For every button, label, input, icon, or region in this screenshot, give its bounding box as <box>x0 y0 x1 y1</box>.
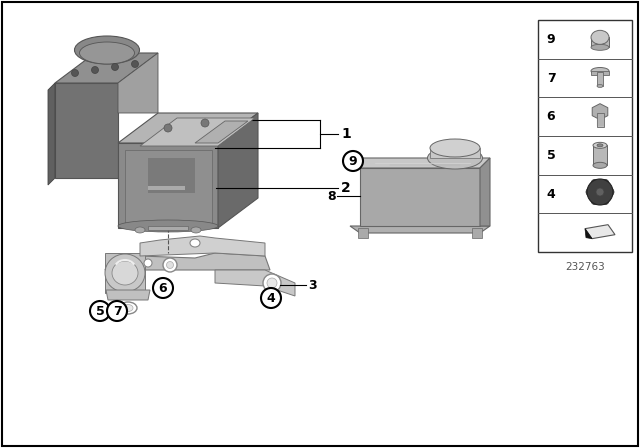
Polygon shape <box>105 253 270 270</box>
Polygon shape <box>106 290 150 300</box>
Ellipse shape <box>118 220 218 232</box>
Ellipse shape <box>105 254 145 292</box>
Circle shape <box>163 258 177 272</box>
Polygon shape <box>125 150 212 223</box>
Polygon shape <box>148 186 185 190</box>
Polygon shape <box>350 158 490 168</box>
Polygon shape <box>350 226 490 233</box>
Circle shape <box>586 188 594 196</box>
Polygon shape <box>480 158 490 226</box>
Text: 2: 2 <box>341 181 351 195</box>
Text: 3: 3 <box>308 279 317 292</box>
Circle shape <box>591 197 599 205</box>
Circle shape <box>601 179 609 187</box>
Circle shape <box>261 288 281 308</box>
Ellipse shape <box>119 302 137 314</box>
Polygon shape <box>140 118 255 146</box>
Circle shape <box>144 259 152 267</box>
Ellipse shape <box>597 144 603 147</box>
Ellipse shape <box>591 68 609 74</box>
Ellipse shape <box>123 305 133 311</box>
Circle shape <box>153 278 173 298</box>
Circle shape <box>587 179 613 205</box>
Text: 6: 6 <box>159 281 167 294</box>
Ellipse shape <box>593 162 607 168</box>
Polygon shape <box>358 228 368 238</box>
Polygon shape <box>585 224 615 239</box>
Text: 5: 5 <box>95 305 104 318</box>
Polygon shape <box>472 228 482 238</box>
Polygon shape <box>148 158 195 193</box>
Polygon shape <box>105 253 145 293</box>
Polygon shape <box>218 113 258 228</box>
Text: 8: 8 <box>328 190 336 202</box>
Polygon shape <box>140 236 265 256</box>
Polygon shape <box>118 113 258 143</box>
Text: 5: 5 <box>547 149 556 162</box>
Ellipse shape <box>112 261 138 285</box>
Polygon shape <box>585 228 592 239</box>
Text: 9: 9 <box>349 155 357 168</box>
Polygon shape <box>591 37 609 47</box>
Polygon shape <box>360 168 480 226</box>
Ellipse shape <box>597 85 603 87</box>
Circle shape <box>606 188 614 196</box>
Circle shape <box>107 301 127 321</box>
Polygon shape <box>55 53 158 83</box>
Circle shape <box>591 179 599 187</box>
Bar <box>597 112 604 127</box>
Circle shape <box>111 64 118 70</box>
Circle shape <box>596 188 604 196</box>
Polygon shape <box>592 103 608 120</box>
Circle shape <box>72 69 79 77</box>
Ellipse shape <box>428 147 483 169</box>
Circle shape <box>267 278 277 288</box>
Polygon shape <box>430 148 480 158</box>
Ellipse shape <box>591 30 609 44</box>
Circle shape <box>92 66 99 73</box>
Circle shape <box>201 119 209 127</box>
Ellipse shape <box>79 42 134 64</box>
Polygon shape <box>118 53 158 113</box>
Circle shape <box>601 197 609 205</box>
Circle shape <box>90 301 110 321</box>
Text: 1: 1 <box>341 127 351 141</box>
Text: 6: 6 <box>547 110 556 123</box>
Polygon shape <box>55 83 118 178</box>
Polygon shape <box>195 121 248 143</box>
Text: 232763: 232763 <box>565 262 605 272</box>
Text: 4: 4 <box>547 188 556 201</box>
Bar <box>538 20 632 252</box>
Ellipse shape <box>191 227 201 233</box>
Circle shape <box>343 151 363 171</box>
Bar <box>593 145 607 165</box>
Polygon shape <box>118 143 218 228</box>
Circle shape <box>131 60 138 68</box>
Polygon shape <box>148 226 188 230</box>
Polygon shape <box>48 83 55 185</box>
Text: 7: 7 <box>113 305 122 318</box>
Ellipse shape <box>591 44 609 50</box>
Ellipse shape <box>190 239 200 247</box>
Text: 7: 7 <box>547 72 556 85</box>
Circle shape <box>166 262 173 268</box>
Polygon shape <box>215 270 295 296</box>
Circle shape <box>164 124 172 132</box>
Polygon shape <box>591 71 609 75</box>
Bar <box>597 72 603 86</box>
Text: 9: 9 <box>547 33 556 46</box>
Ellipse shape <box>135 227 145 233</box>
Circle shape <box>263 274 281 292</box>
Ellipse shape <box>593 142 607 148</box>
Ellipse shape <box>430 139 480 157</box>
Ellipse shape <box>74 36 140 64</box>
Text: 4: 4 <box>267 292 275 305</box>
